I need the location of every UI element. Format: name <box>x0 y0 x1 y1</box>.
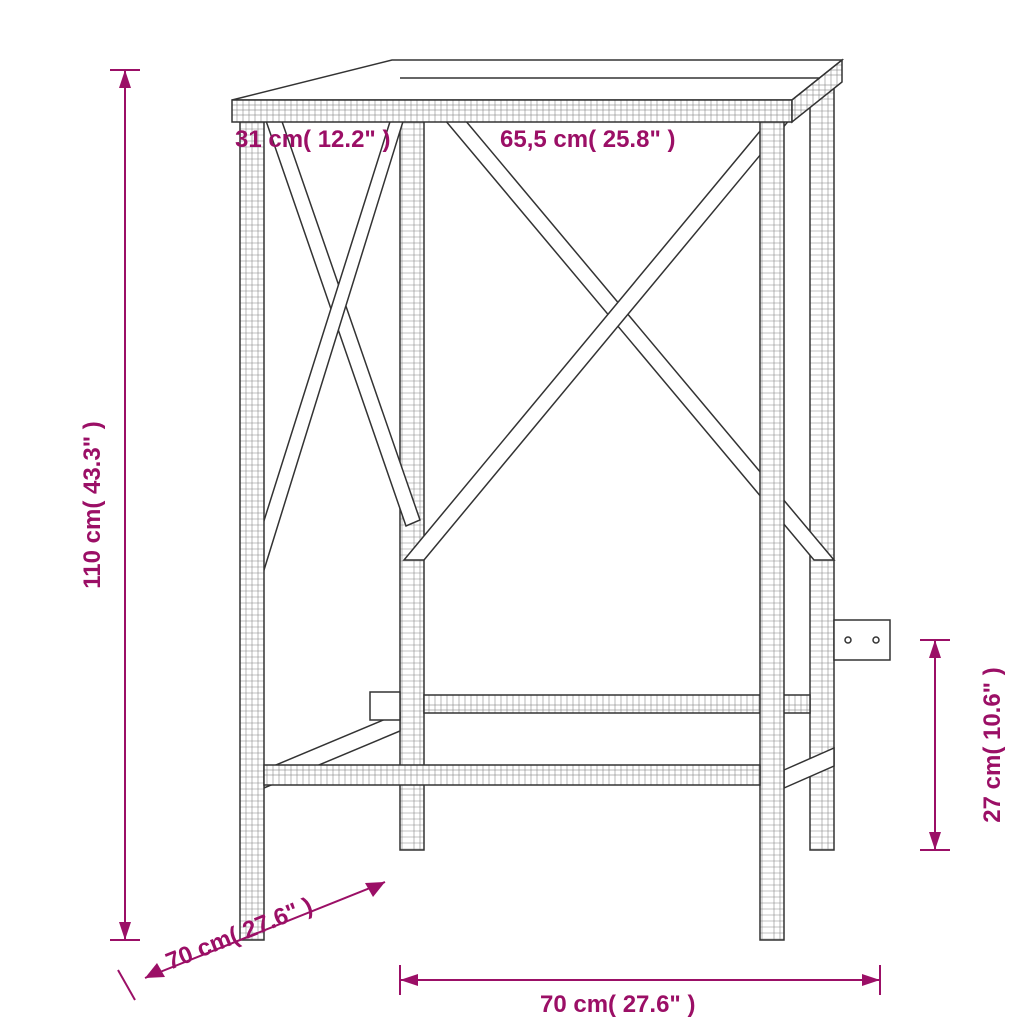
dim-width-inner: 65,5 cm( 25.8" ) <box>500 126 675 153</box>
dim-depth-top: 31 cm( 12.2" ) <box>235 126 390 153</box>
dim-height: 110 cm( 43.3" ) <box>79 70 140 940</box>
brace-side <box>250 86 420 570</box>
rail-back <box>424 695 810 713</box>
dim-footrest-height: 27 cm( 10.6" ) <box>920 640 1006 850</box>
leg-front-right <box>760 105 784 940</box>
leg-back-left <box>400 75 424 850</box>
bracket-left <box>370 692 400 720</box>
tabletop <box>232 60 842 122</box>
dim-footrest-label: 27 cm( 10.6" ) <box>979 667 1006 822</box>
dim-width-inner-label: 65,5 cm( 25.8" ) <box>500 126 675 153</box>
dim-width-bottom-label: 70 cm( 27.6" ) <box>540 991 695 1018</box>
rail-front <box>264 765 760 785</box>
bar-table-drawing <box>232 60 890 940</box>
bracket-right <box>834 620 890 660</box>
leg-front-left <box>240 105 264 940</box>
dim-depth-top-label: 31 cm( 12.2" ) <box>235 126 390 153</box>
dimension-diagram: 110 cm( 43.3" ) 31 cm( 12.2" ) 65,5 cm( … <box>0 0 1024 1024</box>
leg-back-right <box>810 75 834 850</box>
dim-height-label: 110 cm( 43.3" ) <box>79 421 106 588</box>
dim-width-bottom: 70 cm( 27.6" ) <box>400 965 880 1018</box>
